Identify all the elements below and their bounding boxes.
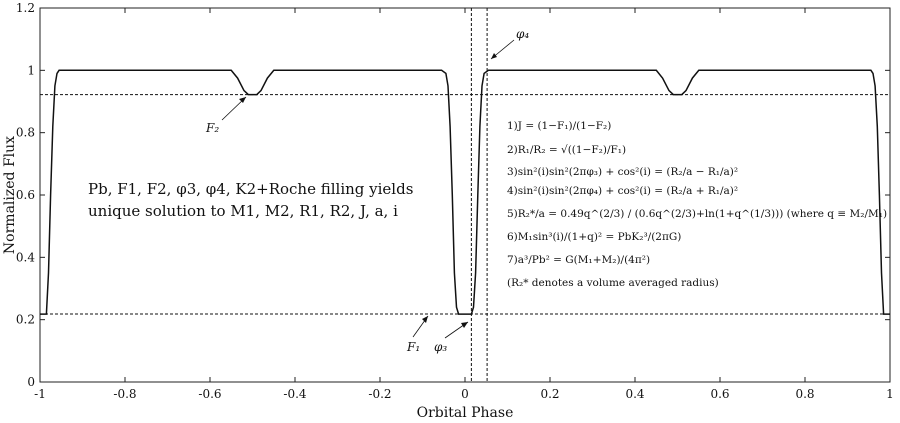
- equation-list: 1)J = (1−F₁)/(1−F₂) 2)R₁/R₂ = √((1−F₂)/F…: [507, 120, 887, 289]
- equation-4: 4)sin²(i)sin²(2πφ₄) + cos²(i) = (R₂/a + …: [507, 185, 738, 197]
- arrowhead-phi4: [491, 53, 497, 59]
- axis-tick-labels: -1 -0.8 -0.6 -0.4 -0.2 0 0.2 0.4 0.6 0.8 1 0 0.2 0.4 0…: [16, 1, 894, 401]
- info-text-line1: Pb, F1, F2, φ3, φ4, K2+Roche filling yie…: [88, 180, 413, 198]
- equation-3: 3)sin²(i)sin²(2πφ₃) + cos²(i) = (R₂/a − …: [507, 166, 738, 178]
- label-phi4: φ₄: [516, 27, 529, 41]
- y-tick-label: 0: [27, 375, 35, 389]
- x-tick-label: 0.6: [710, 387, 729, 401]
- y-axis-title: Normalized Flux: [2, 136, 18, 254]
- x-tick-label: 0.4: [625, 387, 644, 401]
- y-tick-label: 0.2: [16, 313, 35, 327]
- x-tick-label: 0: [461, 387, 469, 401]
- equation-7: 7)a³/Pb² = G(M₁+M₂)/(4π²): [507, 254, 650, 266]
- equation-2: 2)R₁/R₂ = √((1−F₂)/F₁): [507, 144, 626, 156]
- y-tick-label: 1: [27, 63, 35, 77]
- annotation-f1: F₁: [406, 315, 429, 354]
- axis-ticks: [39, 7, 891, 383]
- light-curve-series: [40, 69, 890, 315]
- info-text-line2: unique solution to M1, M2, R1, R2, J, a,…: [88, 202, 398, 220]
- x-tick-label: -0.2: [368, 387, 391, 401]
- annotation-phi4: φ₄: [490, 27, 529, 60]
- x-tick-label: -1: [34, 387, 46, 401]
- x-tick-label: -0.4: [283, 387, 307, 401]
- x-tick-label: -0.6: [198, 387, 221, 401]
- x-tick-label: -0.8: [113, 387, 136, 401]
- equation-note: (R₂* denotes a volume averaged radius): [507, 277, 719, 289]
- y-tick-label: 0.4: [16, 250, 35, 264]
- y-tick-label: 1.2: [16, 1, 35, 15]
- x-tick-label: 1: [886, 387, 894, 401]
- label-f2: F₂: [205, 121, 219, 135]
- arrowhead-f1: [422, 316, 428, 323]
- arrowhead-f2: [239, 97, 246, 103]
- y-tick-label: 0.6: [16, 188, 35, 202]
- y-tick-label: 0.8: [16, 126, 35, 140]
- x-axis-title: Orbital Phase: [417, 405, 514, 421]
- equation-5: 5)R₂*/a = 0.49q^(2/3) / (0.6q^(2/3)+ln(1…: [507, 208, 887, 220]
- x-tick-label: 0.8: [795, 387, 814, 401]
- x-tick-label: 0.2: [540, 387, 559, 401]
- annotation-f2: F₂: [205, 96, 247, 135]
- equation-1: 1)J = (1−F₁)/(1−F₂): [507, 120, 611, 132]
- label-f1: F₁: [406, 340, 420, 354]
- equation-6: 6)M₁sin³(i)/(1+q)² = PbK₂³/(2πG): [507, 231, 681, 243]
- annotation-phi3: φ₃: [434, 321, 469, 354]
- arrowhead-phi3: [461, 322, 468, 328]
- label-phi3: φ₃: [434, 340, 447, 354]
